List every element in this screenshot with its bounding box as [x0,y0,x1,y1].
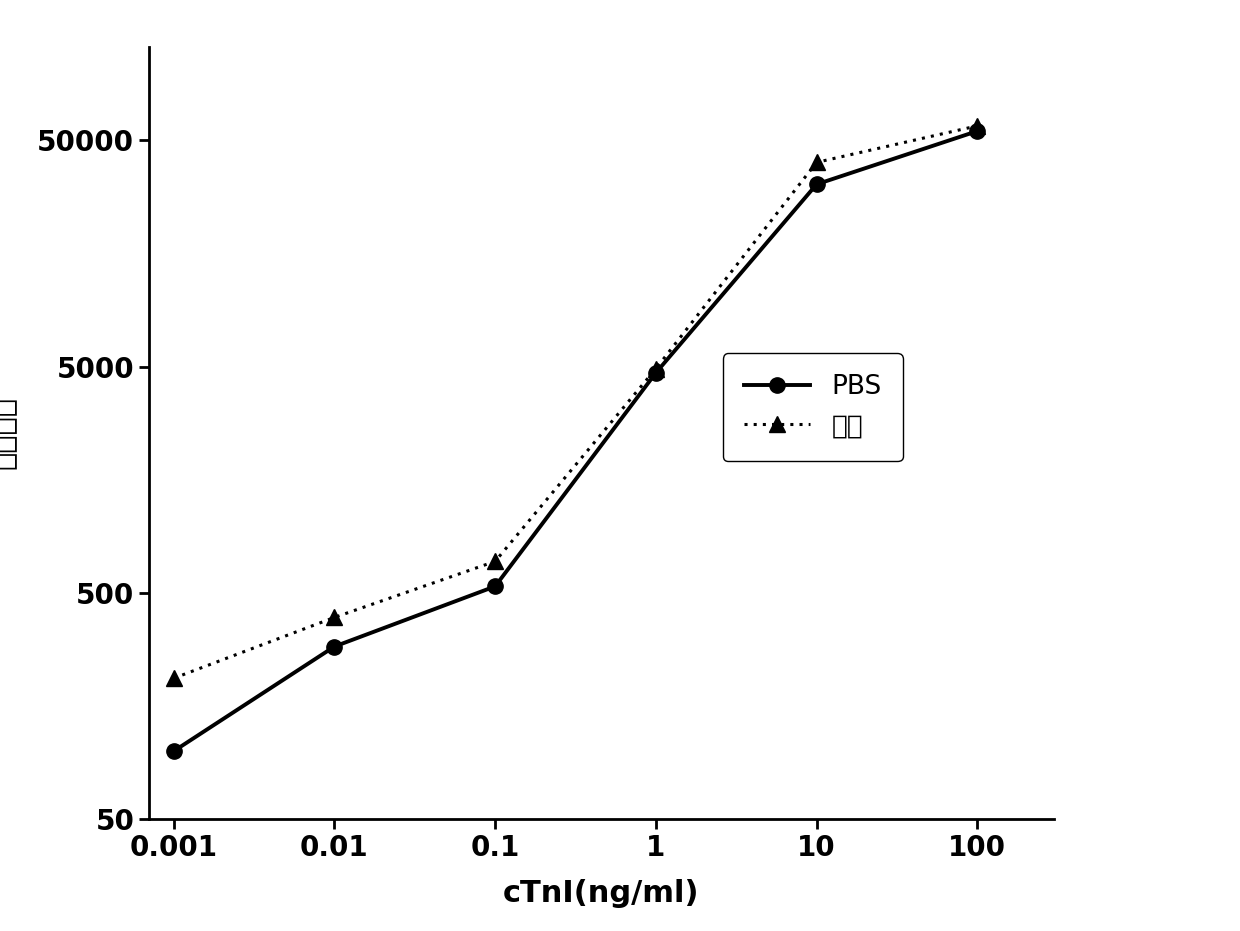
PBS [487,581,502,592]
血清 [487,556,502,567]
血清 [649,363,663,374]
血清 [810,156,825,168]
血清 [970,120,985,131]
X-axis label: cTnI(ng/ml): cTnI(ng/ml) [503,879,699,908]
Y-axis label: 发光强度: 发光强度 [0,397,16,469]
Legend: PBS, 血清: PBS, 血清 [723,354,903,461]
血清 [166,673,181,684]
Line: 血清: 血清 [166,118,985,686]
PBS [649,367,663,378]
PBS [166,746,181,757]
血清 [327,612,342,623]
PBS [970,126,985,137]
PBS [810,179,825,190]
Line: PBS: PBS [166,124,985,759]
PBS [327,641,342,652]
